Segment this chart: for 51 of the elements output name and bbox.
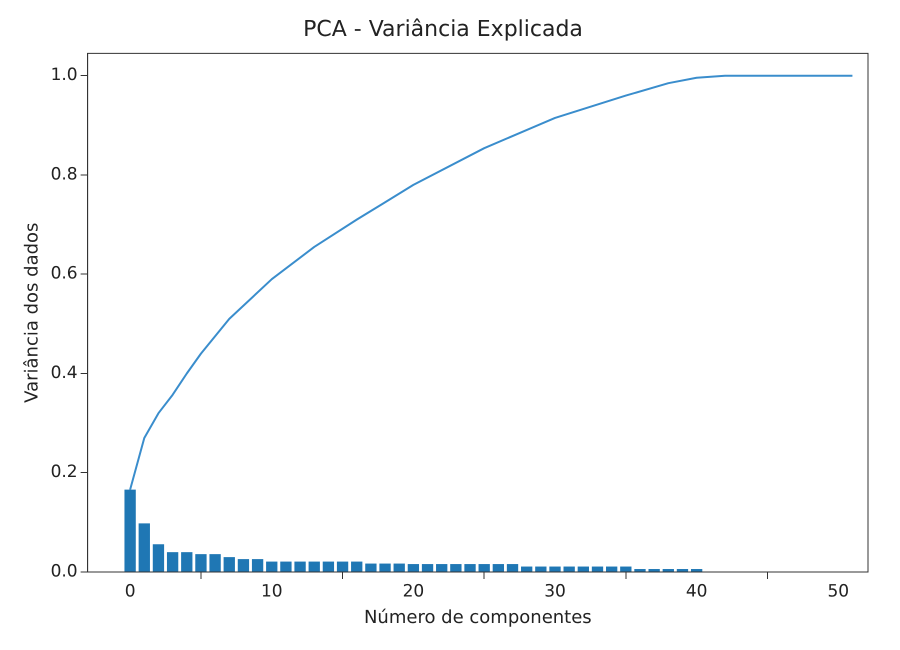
y-tick-label: 0.4 <box>50 362 78 383</box>
bar <box>322 562 334 572</box>
bar <box>138 523 150 572</box>
x-tick-label: 20 <box>402 582 424 602</box>
bar <box>492 564 504 572</box>
bar <box>521 566 532 572</box>
bar <box>365 564 377 572</box>
y-tick-label: 0.6 <box>50 264 78 284</box>
x-tick-label: 10 <box>260 582 283 602</box>
bar <box>181 552 192 572</box>
bar <box>195 554 207 572</box>
bar <box>450 564 462 572</box>
bar <box>506 564 518 572</box>
chart-title: PCA - Variância Explicada <box>303 16 583 42</box>
y-tick-label: 1.0 <box>50 65 78 86</box>
bar <box>620 566 632 572</box>
bar <box>224 557 235 572</box>
bar <box>351 562 362 572</box>
bar <box>166 552 178 572</box>
bar <box>209 554 221 572</box>
bar <box>294 562 306 572</box>
bar <box>564 566 575 572</box>
y-axis-title: Variância dos dados <box>21 222 42 403</box>
x-tick-label: 40 <box>686 582 708 602</box>
bar <box>124 490 136 572</box>
bar <box>436 564 448 572</box>
bar <box>238 559 250 572</box>
bar <box>549 566 561 572</box>
bar <box>394 564 405 572</box>
bar <box>152 544 164 572</box>
bar <box>308 562 320 572</box>
bar <box>578 566 589 572</box>
bar <box>606 566 618 572</box>
bar <box>535 566 547 572</box>
bar <box>464 564 476 572</box>
y-tick-label: 0.0 <box>50 561 78 582</box>
bar <box>336 562 348 572</box>
bar <box>280 562 292 572</box>
bar <box>252 559 264 572</box>
y-tick-label: 0.2 <box>50 462 78 482</box>
bar <box>422 564 434 572</box>
bar <box>408 564 420 572</box>
y-tick-label: 0.8 <box>50 164 78 184</box>
bar <box>379 564 391 572</box>
bar <box>592 566 604 572</box>
x-tick-label: 50 <box>827 582 850 602</box>
bar <box>478 564 490 572</box>
x-tick-label: 0 <box>124 582 136 602</box>
x-tick-label: 30 <box>544 582 566 602</box>
bar <box>266 562 278 572</box>
x-axis-title: Número de componentes <box>364 606 592 628</box>
